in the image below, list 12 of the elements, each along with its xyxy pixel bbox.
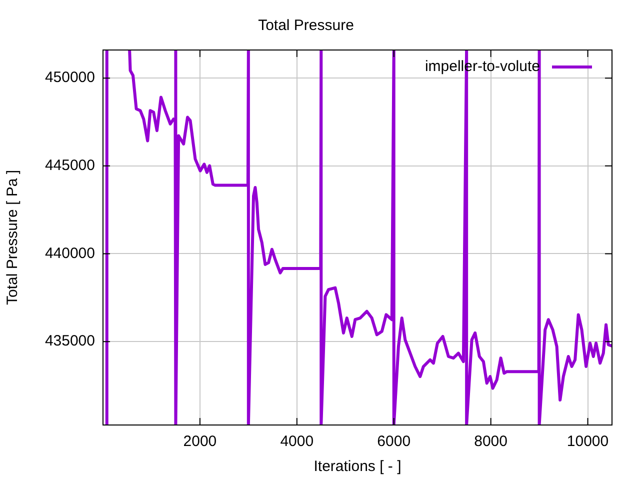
x-tick-label: 2000 [183,433,217,450]
chart-title: Total Pressure [258,17,354,34]
x-tick-label: 6000 [377,433,411,450]
x-tick-label: 8000 [474,433,508,450]
y-axis-title: Total Pressure [ Pa ] [4,170,22,306]
y-tick-label: 440000 [44,244,95,262]
y-tick-label: 450000 [44,69,95,86]
x-tick-label: 4000 [280,433,314,450]
y-tick-label: 445000 [44,157,95,174]
x-tick-label: 10000 [566,433,609,450]
y-tick-label: 435000 [44,332,95,350]
x-axis-title: Iterations [ - ] [314,458,402,476]
